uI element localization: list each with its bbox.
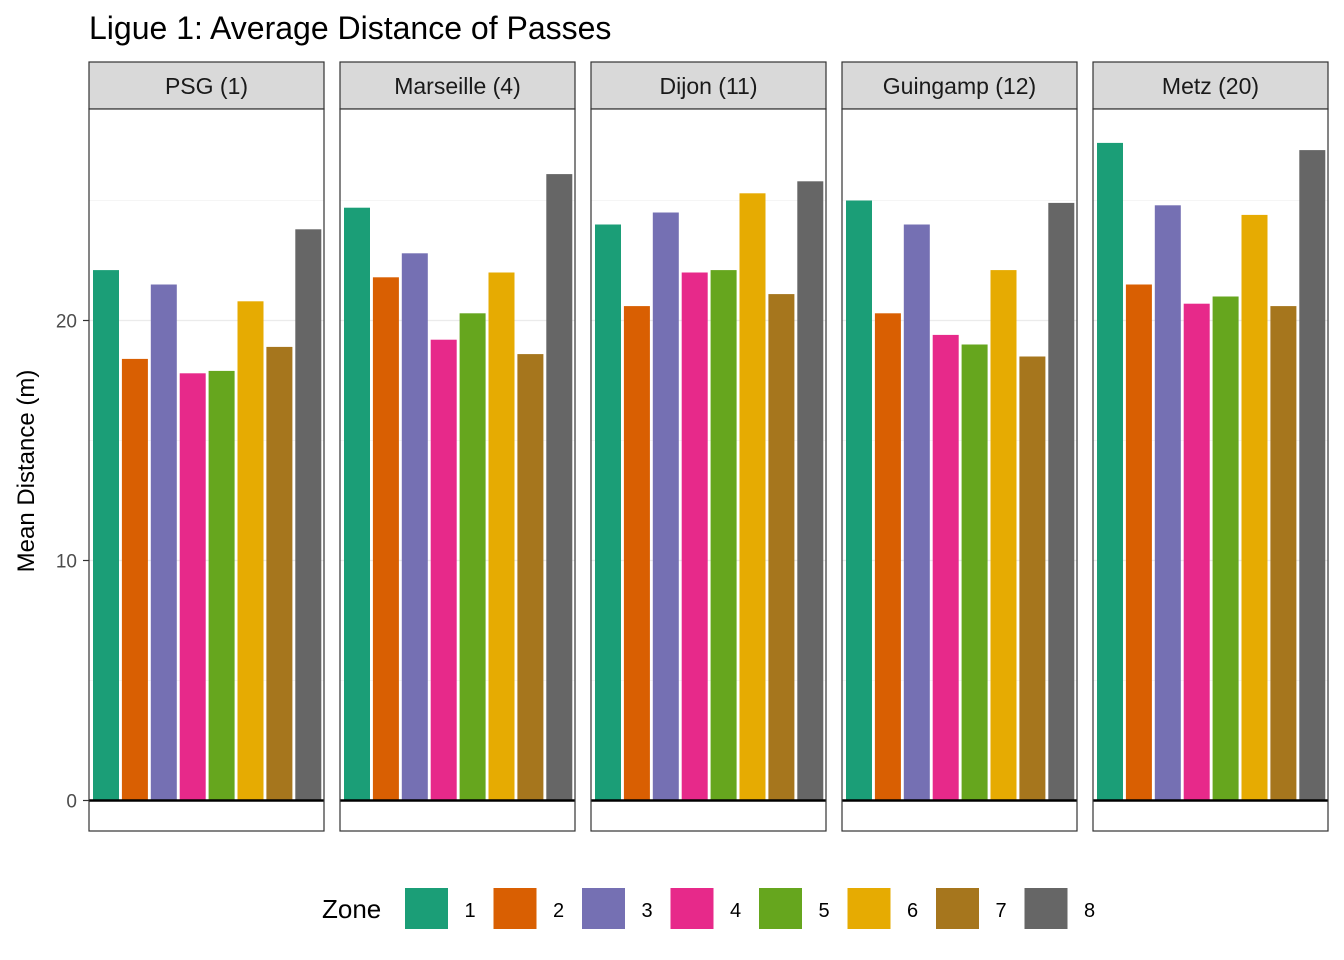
facet-strip-label: Marseille (4) [394,73,521,99]
bar [208,370,235,801]
y-tick-label: 10 [56,552,77,573]
bar [710,270,737,801]
bar [546,174,573,801]
bar [652,212,679,801]
bar [295,229,322,801]
bar [401,253,428,801]
bar [93,270,119,801]
bar [1183,303,1210,801]
facet-strip [1092,61,1329,110]
facet-panels: PSG (1) Marseille (4) Dijon (11) Guingamp (… [88,61,1329,832]
legend-label: 5 [818,900,829,922]
facet-panel: Guingamp (12) [841,61,1078,832]
bar [372,277,399,801]
panel-border [590,108,827,832]
panel-border [841,108,1078,832]
legend-key [759,888,802,929]
bar [1299,150,1326,801]
bar [681,272,708,801]
bar [990,270,1017,801]
legend-label: 6 [907,900,918,922]
legend-label: 8 [1084,900,1095,922]
bar [1048,202,1075,801]
bar [1019,356,1046,801]
facet-strip [841,61,1078,110]
bar [1270,306,1297,801]
bar [344,207,370,801]
bar [459,313,486,801]
bar [517,354,544,801]
legend-key [582,888,625,929]
bar [1212,296,1239,801]
legend-key [493,888,537,929]
facet-panel: Dijon (11) [590,61,827,832]
legend-label: 4 [730,900,741,922]
facet-strip-label: Metz (20) [1162,73,1259,99]
legend-key [405,888,448,929]
chart-title: Ligue 1: Average Distance of Passes [89,10,611,46]
facet-strip-label: PSG (1) [165,73,248,99]
bar [150,284,177,801]
bar [179,373,206,801]
legend-label: 1 [464,900,475,922]
bar [961,344,988,801]
legend-label: 7 [995,900,1006,922]
y-tick-label: 20 [56,312,77,333]
bar [932,334,959,801]
legend-label: 3 [641,900,652,922]
bar [846,200,872,801]
bar [1125,284,1152,801]
facet-panel: Marseille (4) [339,61,576,832]
bar [266,346,293,801]
bar [488,272,515,801]
y-tick-label: 0 [66,792,77,813]
bar [797,181,824,801]
facet-strip [590,61,827,110]
legend-key [847,888,891,929]
legend-key [936,888,979,929]
bar [739,193,766,801]
y-axis: 0 10 20 [56,312,89,813]
facet-strip-label: Guingamp (12) [883,73,1036,99]
bar [1241,214,1268,801]
legend-key [1024,888,1068,929]
bar [874,313,901,801]
bar [237,301,264,801]
bar [430,339,457,801]
panel-border [339,108,576,832]
panel-border [1092,108,1329,832]
facet-panel: Metz (20) [1092,61,1329,832]
bar [1097,142,1123,801]
facet-strip-label: Dijon (11) [660,73,758,99]
bar [903,224,930,801]
bar [121,358,148,801]
legend-title: Zone [322,894,381,924]
bar [768,294,795,801]
y-axis-title: Mean Distance (m) [13,370,40,573]
facet-panel: PSG (1) [88,61,325,832]
legend-label: 2 [553,900,564,922]
facet-strip [88,61,325,110]
legend-key [670,888,714,929]
facet-strip [339,61,576,110]
panel-border [88,108,325,832]
bar [595,224,621,801]
legend: Zone 1 2 3 4 5 6 7 8 [322,888,1095,929]
bar [1154,205,1181,801]
bar [623,306,650,801]
